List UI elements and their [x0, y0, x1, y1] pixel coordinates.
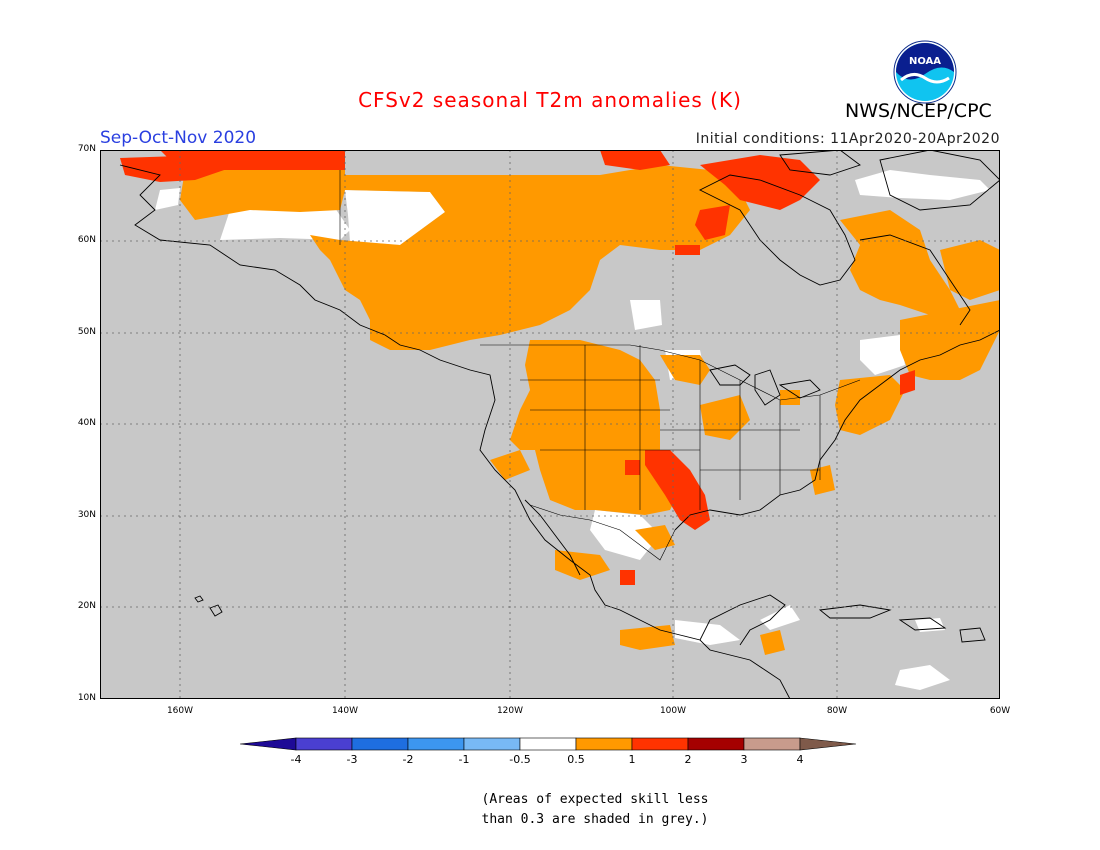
- borders: [339, 170, 861, 561]
- coastlines: [119, 150, 1000, 699]
- colorbar-cell: [240, 737, 297, 751]
- colorbar-label: 1: [628, 753, 636, 766]
- lon-label-80w: 80W: [826, 706, 848, 716]
- lon-label-120w: 120W: [496, 706, 524, 716]
- lon-label-140w: 140W: [331, 706, 359, 716]
- agency-label: NWS/NCEP/CPC: [845, 100, 992, 122]
- colorbar-label: 4: [796, 753, 804, 766]
- colorbar: [240, 737, 857, 751]
- colorbar-label: -1: [458, 753, 470, 766]
- warm-anomaly-regions: [180, 165, 1000, 655]
- colorbar-label: -0.5: [509, 753, 531, 766]
- colorbar-label: 0.5: [567, 753, 585, 766]
- chart-title: CFSv2 seasonal T2m anomalies (K): [358, 88, 742, 112]
- lat-label-20n: 20N: [77, 601, 96, 611]
- colorbar-cell: [575, 737, 633, 751]
- lat-label-10n: 10N: [77, 693, 96, 703]
- colorbar-cell: [351, 737, 409, 751]
- colorbar-cell: [519, 737, 577, 751]
- colorbar-cell: [295, 737, 353, 751]
- lat-label-70n: 70N: [77, 144, 96, 154]
- noaa-logo: NOAA: [893, 40, 957, 104]
- anomaly-map: [100, 150, 1000, 699]
- colorbar-cell: [687, 737, 745, 751]
- hot-anomaly-regions: [120, 150, 915, 585]
- colorbar-label: -2: [402, 753, 414, 766]
- lat-label-40n: 40N: [77, 418, 96, 428]
- colorbar-cell: [407, 737, 465, 751]
- lat-label-60n: 60N: [77, 235, 96, 245]
- initial-conditions-label: Initial conditions: 11Apr2020-20Apr2020: [695, 131, 1000, 147]
- colorbar-cell: [743, 737, 801, 751]
- gridlines: [100, 150, 1000, 699]
- colorbar-label: -3: [346, 753, 358, 766]
- lat-label-50n: 50N: [77, 327, 96, 337]
- lon-label-160w: 160W: [166, 706, 194, 716]
- lon-label-100w: 100W: [659, 706, 687, 716]
- colorbar-label: -4: [290, 753, 302, 766]
- skill-note-line-2: than 0.3 are shaded in grey.): [481, 812, 709, 827]
- colorbar-label: 2: [684, 753, 692, 766]
- colorbar-cell: [463, 737, 521, 751]
- season-label: Sep-Oct-Nov 2020: [100, 128, 257, 148]
- lon-label-60w: 60W: [989, 706, 1011, 716]
- noaa-logo-text: NOAA: [909, 56, 941, 67]
- colorbar-cell: [799, 737, 857, 751]
- colorbar-cell: [631, 737, 689, 751]
- lat-label-30n: 30N: [77, 510, 96, 520]
- skill-note-line-1: (Areas of expected skill less: [481, 792, 709, 807]
- colorbar-label: 3: [740, 753, 748, 766]
